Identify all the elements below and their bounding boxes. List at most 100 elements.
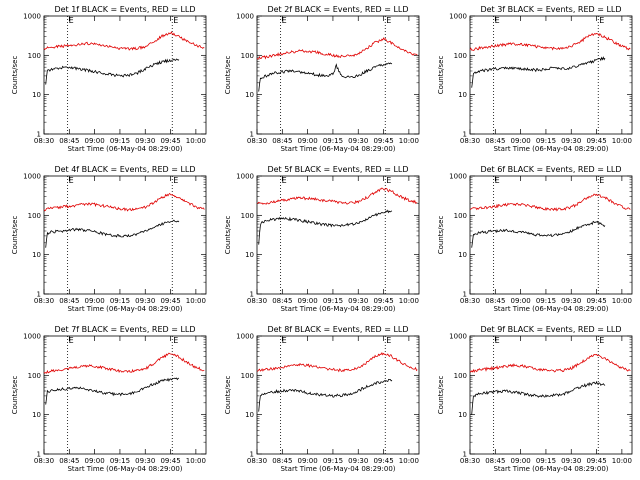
y-tick-label: 1 [37, 131, 41, 139]
x-tick-label: 09:15 [110, 297, 130, 305]
x-tick-label: 09:00 [298, 137, 318, 145]
event-marker-label: E [173, 336, 178, 345]
panel-title: Det 1f BLACK = Events, RED = LLD [54, 5, 195, 14]
y-tick-label: 10 [458, 91, 467, 99]
x-tick-label: 09:30 [135, 457, 155, 465]
y-tick-label: 1000 [236, 13, 254, 21]
x-tick-label: 08:30 [34, 137, 54, 145]
y-tick-label: 1000 [23, 333, 41, 341]
x-tick-label: 08:45 [272, 297, 292, 305]
lld-series-line [256, 352, 418, 373]
panel-title: Det 9f BLACK = Events, RED = LLD [480, 325, 621, 334]
lld-series-line [256, 187, 418, 205]
event-marker-label: E [495, 176, 500, 185]
x-tick-label: 08:45 [272, 457, 292, 465]
y-tick-label: 100 [28, 52, 41, 60]
y-axis-label: Counts/sec [11, 56, 19, 95]
y-tick-label: 1 [463, 131, 467, 139]
y-tick-label: 1 [37, 291, 41, 299]
event-marker-label: E [495, 336, 500, 345]
x-tick-label: 09:00 [85, 457, 105, 465]
x-tick-label: 09:30 [348, 297, 368, 305]
y-tick-label: 100 [28, 212, 41, 220]
x-tick-label: 09:00 [511, 457, 531, 465]
x-tick-label: 09:15 [536, 297, 556, 305]
event-marker-label: E [282, 16, 287, 25]
y-tick-label: 1000 [449, 333, 467, 341]
x-tick-label: 10:00 [399, 137, 419, 145]
plot-frame [43, 335, 207, 455]
x-axis-label: Start Time (06-May-04 08:29:00) [493, 305, 608, 313]
detector-panel-1: Det 1f BLACK = Events, RED = LLD 1 10 100 10… [11, 5, 207, 153]
x-axis-label: Start Time (06-May-04 08:29:00) [280, 305, 395, 313]
x-tick-label: 08:30 [460, 137, 480, 145]
detector-panel-7: Det 7f BLACK = Events, RED = LLD 1 10 100 10… [11, 325, 207, 473]
y-tick-label: 100 [454, 372, 467, 380]
y-tick-label: 10 [245, 411, 254, 419]
y-tick-label: 1 [250, 291, 254, 299]
panel-title: Det 8f BLACK = Events, RED = LLD [267, 325, 408, 334]
x-tick-label: 09:45 [373, 457, 393, 465]
panel-title: Det 4f BLACK = Events, RED = LLD [54, 165, 195, 174]
x-tick-label: 09:00 [511, 137, 531, 145]
plot-frame [256, 335, 420, 455]
x-tick-label: 10:00 [612, 297, 632, 305]
x-axis-label: Start Time (06-May-04 08:29:00) [493, 145, 608, 153]
y-tick-label: 1 [250, 451, 254, 459]
x-axis-label: Start Time (06-May-04 08:29:00) [67, 145, 182, 153]
x-tick-label: 08:45 [272, 137, 292, 145]
event-marker-label: E [173, 16, 178, 25]
panel-title: Det 2f BLACK = Events, RED = LLD [267, 5, 408, 14]
event-marker-label: E [386, 336, 391, 345]
panel-title: Det 6f BLACK = Events, RED = LLD [480, 165, 621, 174]
y-tick-label: 10 [245, 91, 254, 99]
lld-series-line [469, 354, 631, 374]
lld-series-line [469, 193, 631, 212]
y-axis-label: Counts/sec [11, 216, 19, 255]
y-tick-label: 1000 [449, 13, 467, 21]
x-tick-label: 09:00 [85, 137, 105, 145]
x-axis-label: Start Time (06-May-04 08:29:00) [493, 465, 608, 473]
events-series-line [258, 62, 393, 92]
events-series-line [45, 219, 180, 248]
x-tick-label: 08:30 [460, 457, 480, 465]
y-tick-label: 100 [241, 372, 254, 380]
x-axis-label: Start Time (06-May-04 08:29:00) [67, 465, 182, 473]
x-tick-label: 09:30 [561, 137, 581, 145]
y-axis-label: Counts/sec [11, 376, 19, 415]
y-tick-label: 10 [32, 251, 41, 259]
detector-panel-6: Det 6f BLACK = Events, RED = LLD 1 10 100 10… [437, 165, 633, 313]
events-series-line [471, 220, 606, 248]
y-axis-label: Counts/sec [224, 56, 232, 95]
event-marker-label: E [495, 16, 500, 25]
x-tick-label: 10:00 [612, 457, 632, 465]
x-tick-label: 09:15 [323, 137, 343, 145]
x-tick-label: 09:30 [135, 297, 155, 305]
y-axis-label: Counts/sec [224, 216, 232, 255]
x-tick-label: 08:30 [247, 297, 267, 305]
x-tick-label: 08:30 [34, 457, 54, 465]
y-tick-label: 10 [458, 411, 467, 419]
y-tick-label: 100 [241, 212, 254, 220]
x-tick-label: 09:15 [323, 457, 343, 465]
x-tick-label: 09:15 [323, 297, 343, 305]
y-axis-label: Counts/sec [437, 216, 445, 255]
x-tick-label: 09:00 [298, 457, 318, 465]
y-tick-label: 1 [463, 451, 467, 459]
x-tick-label: 10:00 [399, 297, 419, 305]
y-tick-label: 1 [37, 451, 41, 459]
x-tick-label: 09:15 [110, 457, 130, 465]
lld-series-line [469, 32, 631, 51]
plot-frame [43, 15, 207, 135]
detector-panel-2: Det 2f BLACK = Events, RED = LLD 1 10 100 10… [224, 5, 420, 153]
detector-panel-5: Det 5f BLACK = Events, RED = LLD 1 10 100 10… [224, 165, 420, 313]
lld-series-line [43, 352, 205, 374]
plot-frame [43, 175, 207, 295]
event-marker-label: E [69, 16, 74, 25]
x-tick-label: 09:00 [85, 297, 105, 305]
x-tick-label: 09:45 [160, 297, 180, 305]
x-tick-label: 09:45 [160, 137, 180, 145]
y-axis-label: Counts/sec [437, 376, 445, 415]
detector-panel-8: Det 8f BLACK = Events, RED = LLD 1 10 100 10… [224, 325, 420, 473]
